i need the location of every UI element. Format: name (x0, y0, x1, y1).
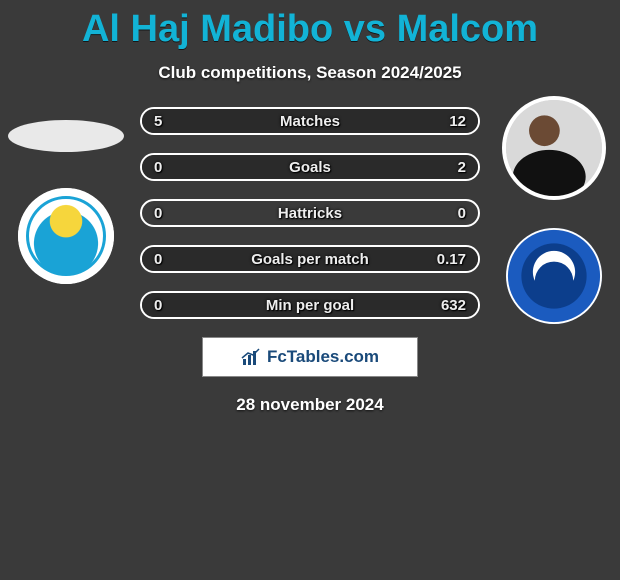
stat-label: Matches (142, 109, 478, 133)
page-title: Al Haj Madibo vs Malcom (0, 0, 620, 51)
page-subtitle: Club competitions, Season 2024/2025 (0, 63, 620, 83)
stat-label: Min per goal (142, 293, 478, 317)
stat-bar: 0Hattricks0 (140, 199, 480, 227)
stat-bar: 5Matches12 (140, 107, 480, 135)
chart-icon (241, 347, 261, 367)
club-badge-right (506, 228, 602, 324)
right-column (494, 100, 614, 324)
left-column (6, 120, 126, 284)
stat-bar: 0Goals2 (140, 153, 480, 181)
player-photo-right (506, 100, 602, 196)
player-photo-left (8, 120, 124, 152)
footer-date: 28 november 2024 (0, 395, 620, 415)
stats-bars: 5Matches120Goals20Hattricks00Goals per m… (140, 107, 480, 319)
stat-bar: 0Goals per match0.17 (140, 245, 480, 273)
avatar-icon (506, 100, 602, 196)
stat-bar: 0Min per goal632 (140, 291, 480, 319)
stat-right-value: 632 (441, 293, 466, 317)
club-badge-left (18, 188, 114, 284)
stat-label: Hattricks (142, 201, 478, 225)
stat-right-value: 2 (458, 155, 466, 179)
brand-text: FcTables.com (267, 347, 379, 367)
stat-right-value: 0 (458, 201, 466, 225)
stat-label: Goals per match (142, 247, 478, 271)
brand-logo[interactable]: FcTables.com (202, 337, 418, 377)
stat-right-value: 0.17 (437, 247, 466, 271)
stat-right-value: 12 (449, 109, 466, 133)
stat-label: Goals (142, 155, 478, 179)
